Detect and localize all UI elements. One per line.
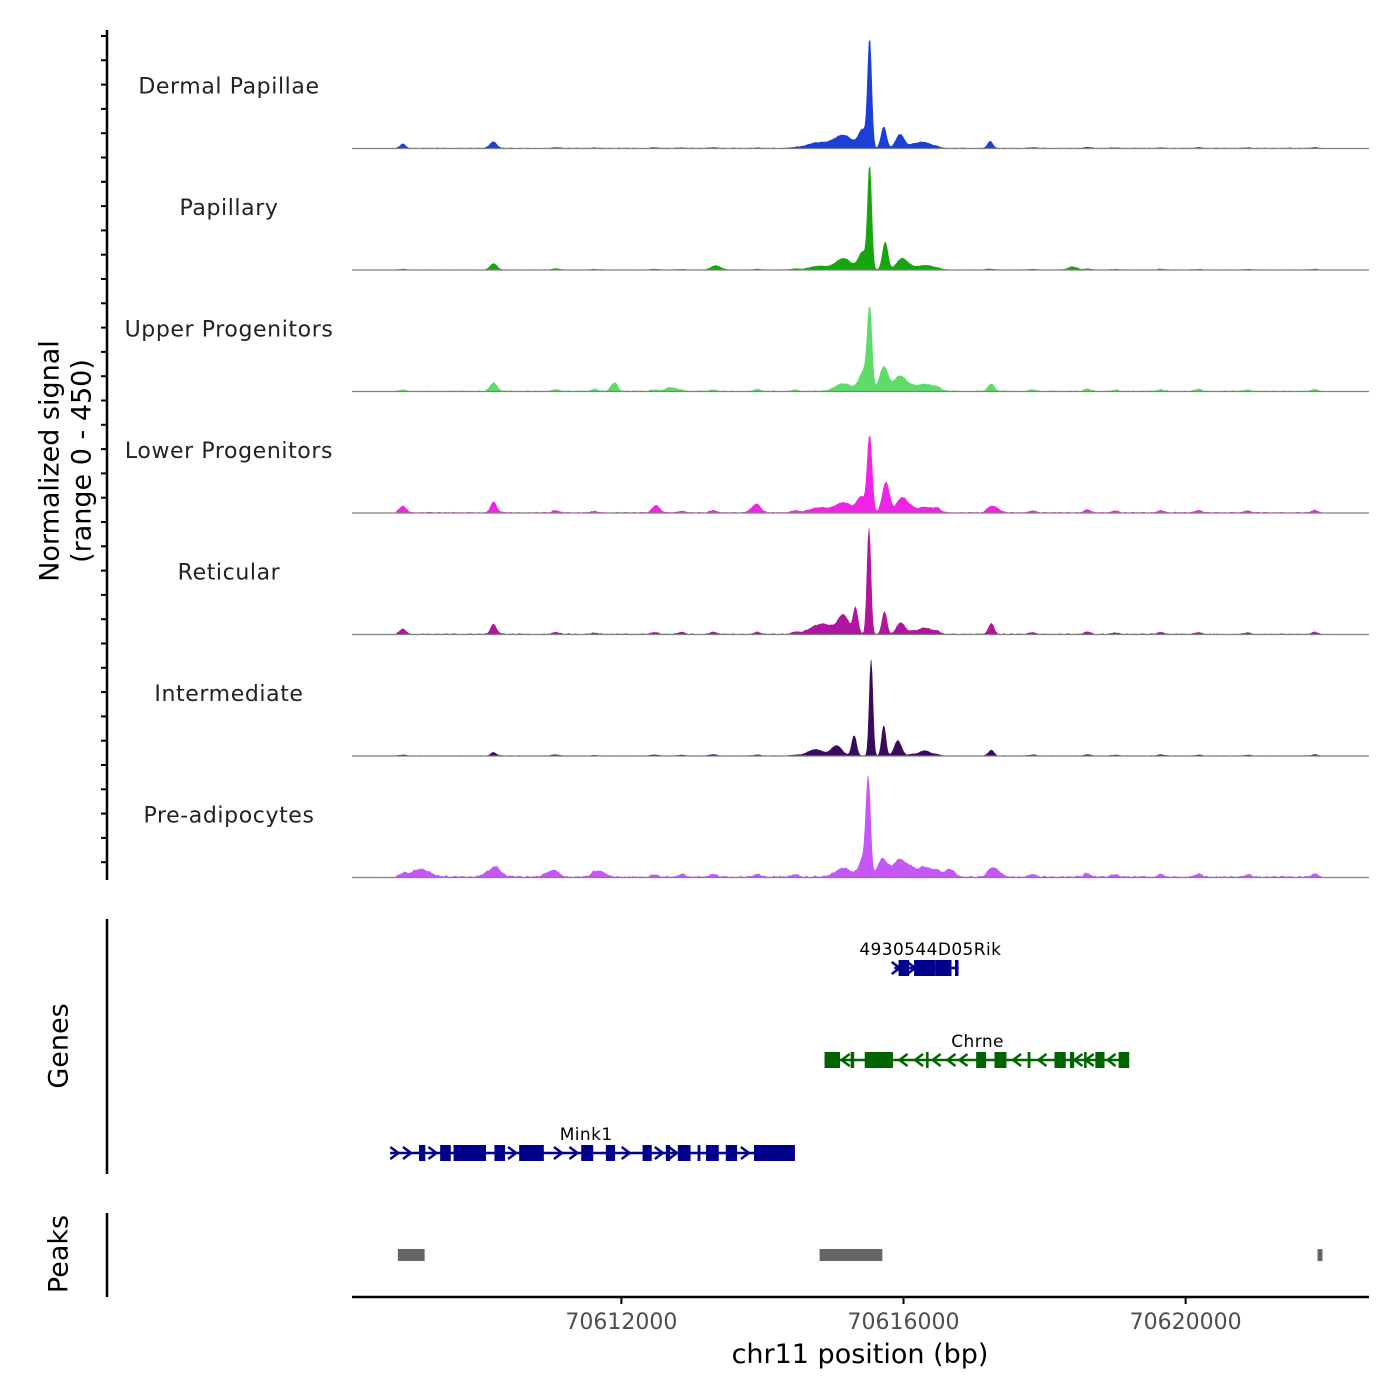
gene-strand-arrow <box>906 961 918 975</box>
gene-strand-arrow <box>427 1146 439 1160</box>
gene-exon <box>440 1145 451 1161</box>
gene-4930544d05rik: 4930544D05Rik <box>859 940 1001 976</box>
gene-strand-arrow <box>1105 1053 1117 1067</box>
gene-strand-arrow <box>1010 1053 1022 1067</box>
gene-strand-arrow <box>507 1146 519 1160</box>
signal-area <box>396 166 1322 271</box>
gene-exon <box>935 960 952 976</box>
genes-y-label: Genes <box>44 1003 75 1088</box>
track-label: Reticular <box>178 561 281 586</box>
peak-region <box>819 1249 883 1261</box>
track-dermal-papillae: Dermal Papillae <box>138 39 1369 150</box>
gene-strand-arrow <box>912 1053 924 1067</box>
gene-strand-arrow <box>553 1146 565 1160</box>
gene-strand-arrow <box>1083 1053 1095 1067</box>
gene-strand-arrow <box>568 1146 580 1160</box>
genes-track: 4930544D05Rik Chrne Mink1 <box>389 940 1130 1161</box>
signal-area <box>396 528 1322 635</box>
x-axis: 70612000 70616000 70620000 <box>352 1295 1369 1335</box>
peaks-y-label: Peaks <box>44 1215 75 1293</box>
track-label: Papillary <box>179 196 278 221</box>
gene-exon <box>926 1052 929 1068</box>
x-tick-label: 70620000 <box>1130 1310 1242 1335</box>
gene-exon <box>494 1145 506 1161</box>
gene-exon <box>1069 1052 1075 1068</box>
gene-exon <box>581 1145 594 1161</box>
gene-label: Chrne <box>951 1032 1004 1052</box>
gene-strand-arrow <box>402 1146 414 1160</box>
gene-chrne: Chrne <box>824 1032 1130 1068</box>
peak-region <box>397 1249 425 1261</box>
signal-area <box>396 775 1322 878</box>
track-upper-progenitors: Upper Progenitors <box>125 306 1369 393</box>
gene-strand-arrow <box>891 961 902 975</box>
signal-area <box>396 39 1322 149</box>
gene-exon <box>850 1052 855 1068</box>
gene-label: Mink1 <box>560 1125 613 1145</box>
gene-exon <box>605 1145 616 1161</box>
track-reticular: Reticular <box>178 528 1369 636</box>
gene-exon <box>1118 1052 1130 1068</box>
gene-exon <box>824 1052 841 1068</box>
track-label: Upper Progenitors <box>125 318 334 343</box>
signal-area <box>396 659 1322 757</box>
peaks-track <box>397 1249 1323 1261</box>
gene-exon <box>1054 1052 1066 1068</box>
peak-region <box>1317 1249 1323 1261</box>
track-label: Pre-adipocytes <box>143 804 314 829</box>
signal-y-label-line1: Normalized signal <box>35 340 66 582</box>
gene-exon <box>898 960 910 976</box>
gene-exon <box>665 1145 671 1161</box>
gene-strand-arrow <box>740 1146 751 1160</box>
gene-strand-arrow <box>654 1146 665 1160</box>
gene-exon <box>1027 1052 1031 1068</box>
signal-tracks: Dermal Papillae Papillary Upper Progenitor… <box>125 39 1369 879</box>
gene-exon <box>725 1145 738 1161</box>
gene-exon <box>677 1145 691 1161</box>
gene-strand-arrow <box>620 1146 632 1160</box>
signal-area <box>396 306 1322 392</box>
gene-exon <box>419 1145 426 1161</box>
gene-mink1: Mink1 <box>389 1125 795 1161</box>
gene-exon <box>706 1145 719 1161</box>
track-label: Intermediate <box>154 682 303 707</box>
track-label: Lower Progenitors <box>125 439 333 464</box>
track-label: Dermal Papillae <box>138 75 319 100</box>
gene-exon <box>976 1052 987 1068</box>
gene-exon <box>453 1145 487 1161</box>
gene-strand-arrow <box>957 1053 969 1067</box>
gene-strand-arrow <box>1036 1053 1048 1067</box>
gene-strand-arrow <box>897 1053 909 1067</box>
track-pre-adipocytes: Pre-adipocytes <box>143 775 1369 879</box>
gene-strand-arrow <box>839 1053 851 1067</box>
gene-exon <box>754 1145 795 1161</box>
gene-exon <box>642 1145 652 1161</box>
gene-exon <box>994 1052 1007 1068</box>
gene-exon <box>864 1052 893 1068</box>
signal-area <box>396 435 1322 514</box>
gene-strand-arrow <box>668 1146 679 1160</box>
track-lower-progenitors: Lower Progenitors <box>125 435 1369 514</box>
signal-y-axis <box>101 30 109 880</box>
track-papillary: Papillary <box>179 166 1369 271</box>
gene-exon <box>955 960 959 976</box>
gene-exon <box>519 1145 544 1161</box>
gene-label: 4930544D05Rik <box>859 940 1001 960</box>
x-tick-label: 70612000 <box>565 1310 677 1335</box>
gene-exon <box>1095 1052 1105 1068</box>
x-tick-label: 70616000 <box>848 1310 960 1335</box>
gene-strand-arrow <box>389 1146 401 1160</box>
gene-strand-arrow <box>945 1053 957 1067</box>
gene-strand-arrow <box>1072 1053 1084 1067</box>
signal-y-label-line2: (range 0 - 450) <box>67 359 98 563</box>
gene-exon <box>914 960 936 976</box>
x-axis-title: chr11 position (bp) <box>732 1339 989 1370</box>
track-intermediate: Intermediate <box>154 659 1369 757</box>
gene-exon <box>697 1145 701 1161</box>
gene-strand-arrow <box>930 1053 942 1067</box>
